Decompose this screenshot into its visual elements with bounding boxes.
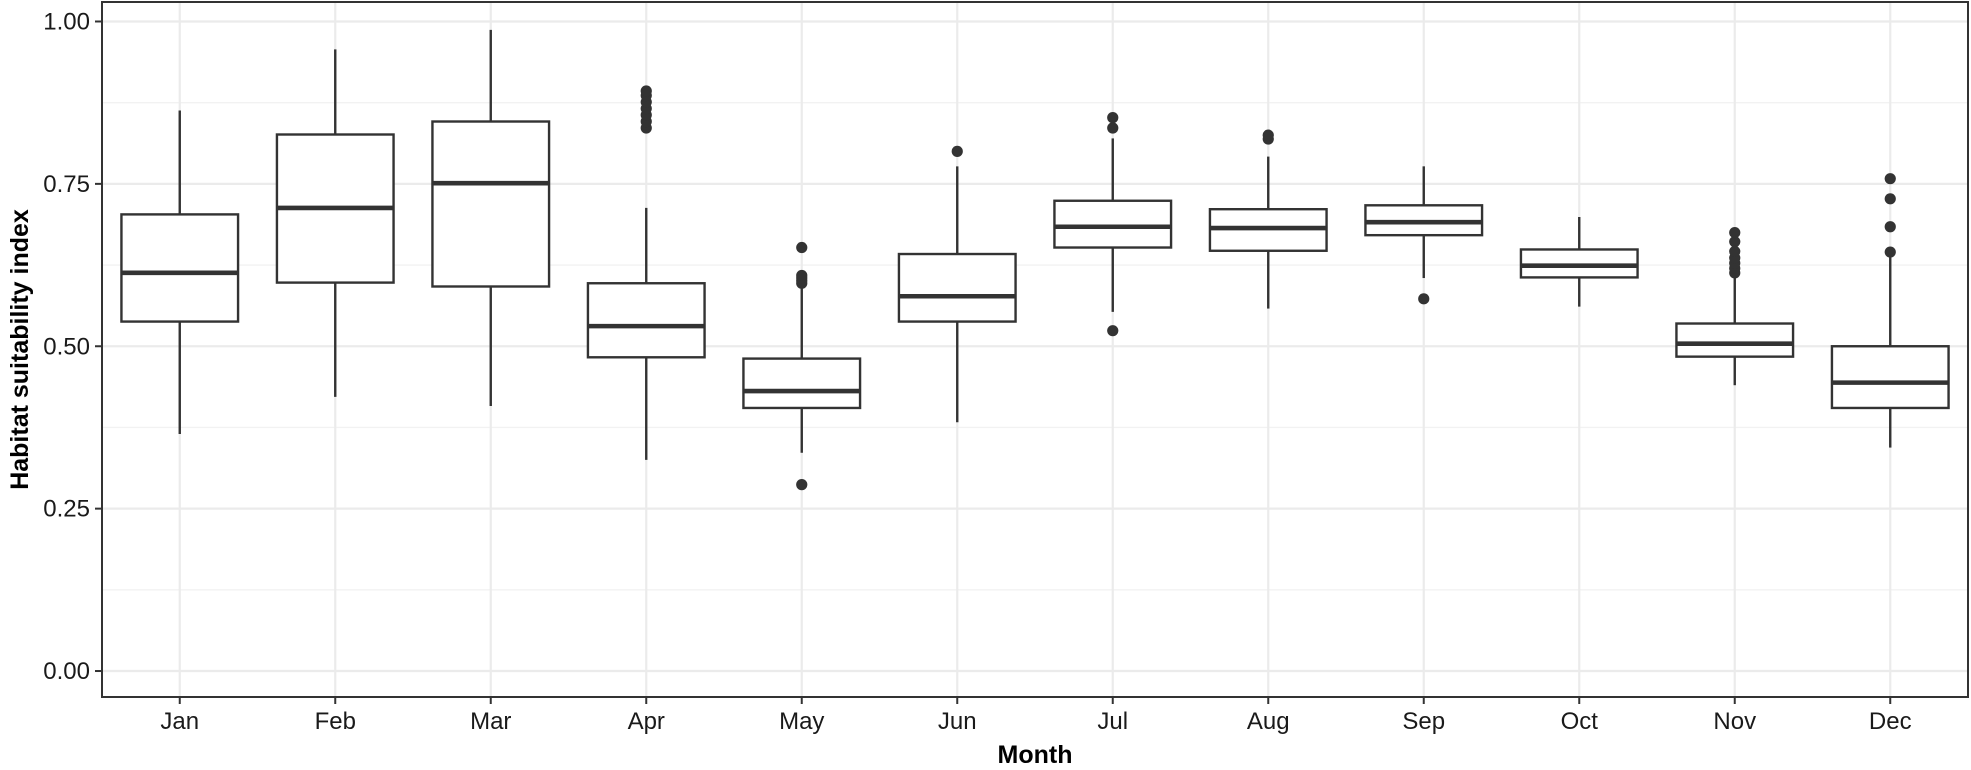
outlier-point [796, 269, 808, 282]
box-jan [120, 110, 240, 434]
outlier-point [1729, 245, 1741, 258]
outlier-point [1884, 246, 1896, 258]
iqr-box [586, 282, 706, 359]
x-tick-label: Jul [1097, 708, 1128, 735]
outlier-point [1884, 193, 1896, 205]
outlier-point [796, 241, 808, 254]
x-tick-label: Dec [1869, 708, 1912, 735]
iqr-box [742, 357, 862, 410]
box-sep [1364, 166, 1484, 305]
x-tick-label: Apr [628, 708, 665, 735]
iqr-box [1053, 199, 1173, 249]
outlier-point [1884, 173, 1896, 185]
outlier-point [1107, 112, 1119, 124]
box-may [742, 241, 862, 491]
y-tick-label: 0.25 [43, 496, 90, 523]
panel-background [102, 2, 1968, 697]
panel-border [101, 1, 1969, 698]
box-dec [1830, 173, 1950, 448]
x-tick-label: Sep [1402, 708, 1445, 735]
y-tick-label: 0.00 [43, 658, 90, 685]
iqr-box [431, 120, 551, 288]
outlier-point [951, 145, 963, 157]
x-tick-label: Jan [160, 708, 199, 735]
outlier-point [1418, 293, 1430, 305]
x-tick-label: Aug [1247, 708, 1290, 735]
box-jun [897, 145, 1017, 423]
iqr-box [120, 213, 240, 323]
outlier-point [1107, 122, 1119, 134]
x-tick-label: May [779, 708, 824, 735]
outlier-point [640, 85, 652, 97]
iqr-box [897, 252, 1017, 323]
box-aug [1208, 129, 1328, 309]
x-axis-title: Month [998, 741, 1073, 765]
axes: 0.00 0.25 0.50 0.75 1.00 Jan Feb Mar Apr May Jun Ju… [43, 8, 1911, 735]
y-tick-label: 0.75 [43, 171, 90, 198]
x-tick-label: Feb [315, 708, 356, 735]
outlier-point [1107, 325, 1119, 337]
iqr-box [1830, 345, 1950, 410]
box-jul [1053, 112, 1173, 337]
x-tick-label: Nov [1713, 708, 1756, 735]
y-tick-label: 0.50 [43, 333, 90, 360]
boxplot-marks [120, 29, 1950, 491]
iqr-box [1675, 322, 1795, 358]
box-mar [431, 29, 551, 407]
box-oct [1519, 216, 1639, 307]
x-tick-label: Oct [1561, 708, 1599, 735]
outlier-point [1262, 129, 1274, 141]
x-tick-label: Jun [938, 708, 977, 735]
y-tick-label: 1.00 [43, 8, 90, 35]
x-tick-label: Mar [470, 708, 511, 735]
outlier-point [1729, 236, 1741, 248]
box-apr [586, 85, 706, 460]
outlier-point [796, 479, 808, 491]
box-feb [275, 49, 395, 397]
box-nov [1675, 226, 1795, 386]
outlier-point [1729, 226, 1741, 239]
y-axis-title: Habitat suitability index [6, 209, 34, 490]
outlier-point [1884, 221, 1896, 233]
